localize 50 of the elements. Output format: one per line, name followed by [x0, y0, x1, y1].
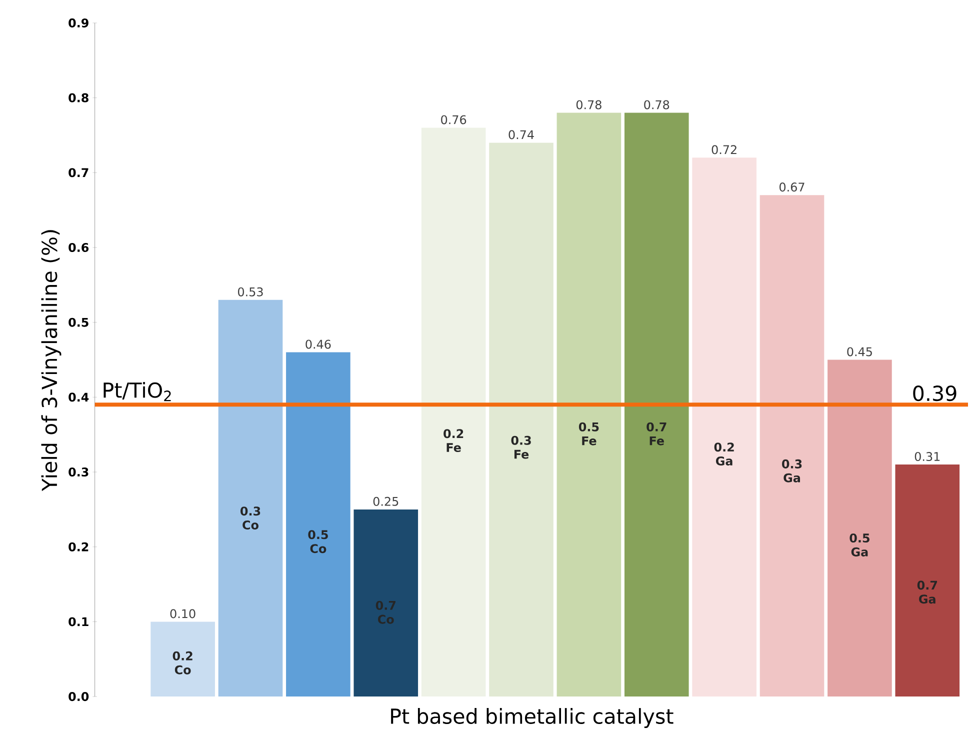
data-label: 0.46 [306, 340, 331, 349]
x-tick-label: 0.3 Fe [511, 436, 531, 459]
x-tick-label: 0.5 Ga [850, 533, 870, 556]
x-tick-label: 0.3 Ga [782, 459, 802, 482]
bar [760, 194, 824, 696]
y-tick-label: 0.9 [68, 18, 88, 28]
x-tick-label: 0.2 Fe [444, 428, 464, 452]
data-label: 0.25 [373, 496, 398, 506]
bar [354, 509, 418, 696]
x-tick-label: 0.7 Ga [917, 580, 938, 604]
y-tick-label: 0.4 [68, 392, 89, 402]
data-label: 0.78 [576, 100, 602, 110]
bar [489, 142, 554, 696]
data-label: 0.31 [914, 452, 940, 461]
x-tick-label: 0.5 Co [308, 530, 328, 553]
x-axis-title: Pt based bimetallic catalyst [391, 708, 674, 728]
ref-line-label: Pt/TiO$_{2}$ [104, 382, 171, 401]
x-tick-label: 0.7 Co [376, 600, 396, 624]
data-label: 0.76 [441, 114, 466, 124]
bar [218, 300, 283, 696]
bar [828, 360, 892, 696]
y-tick-label: 0.3 [68, 467, 88, 476]
y-tick-label: 0.8 [68, 93, 88, 102]
x-tick-label: 0.2 Co [172, 651, 192, 674]
data-label: 0.72 [712, 144, 736, 154]
data-label: 0.10 [170, 608, 196, 618]
data-label: 0.67 [780, 182, 804, 192]
bar [286, 352, 350, 696]
data-label: 0.45 [847, 346, 872, 356]
x-tick-label: 0.3 Co [240, 506, 260, 530]
x-tick-label: 0.5 Fe [578, 422, 599, 446]
data-label: 0.53 [238, 287, 263, 296]
y-tick-label: 0.2 [68, 542, 88, 552]
bar [692, 157, 756, 696]
annotation: 0.39 [913, 385, 956, 401]
bar [556, 112, 622, 696]
y-tick-label: 0.7 [68, 168, 88, 177]
x-tick-label: 0.7 Fe [646, 422, 666, 446]
bar [421, 128, 486, 696]
y-tick-label: 0.5 [68, 318, 88, 327]
data-label: 0.74 [508, 130, 534, 139]
y-tick-label: 0.0 [68, 692, 89, 701]
y-axis-title: Yield of 3-Vinylaniline (%) [41, 230, 62, 491]
bar [895, 464, 960, 696]
bar [624, 112, 689, 696]
bar [150, 621, 215, 696]
y-tick-label: 0.1 [68, 616, 88, 626]
x-tick-label: 0.2 Ga [714, 442, 734, 466]
data-label: 0.78 [644, 100, 670, 110]
y-tick-label: 0.6 [68, 242, 89, 252]
